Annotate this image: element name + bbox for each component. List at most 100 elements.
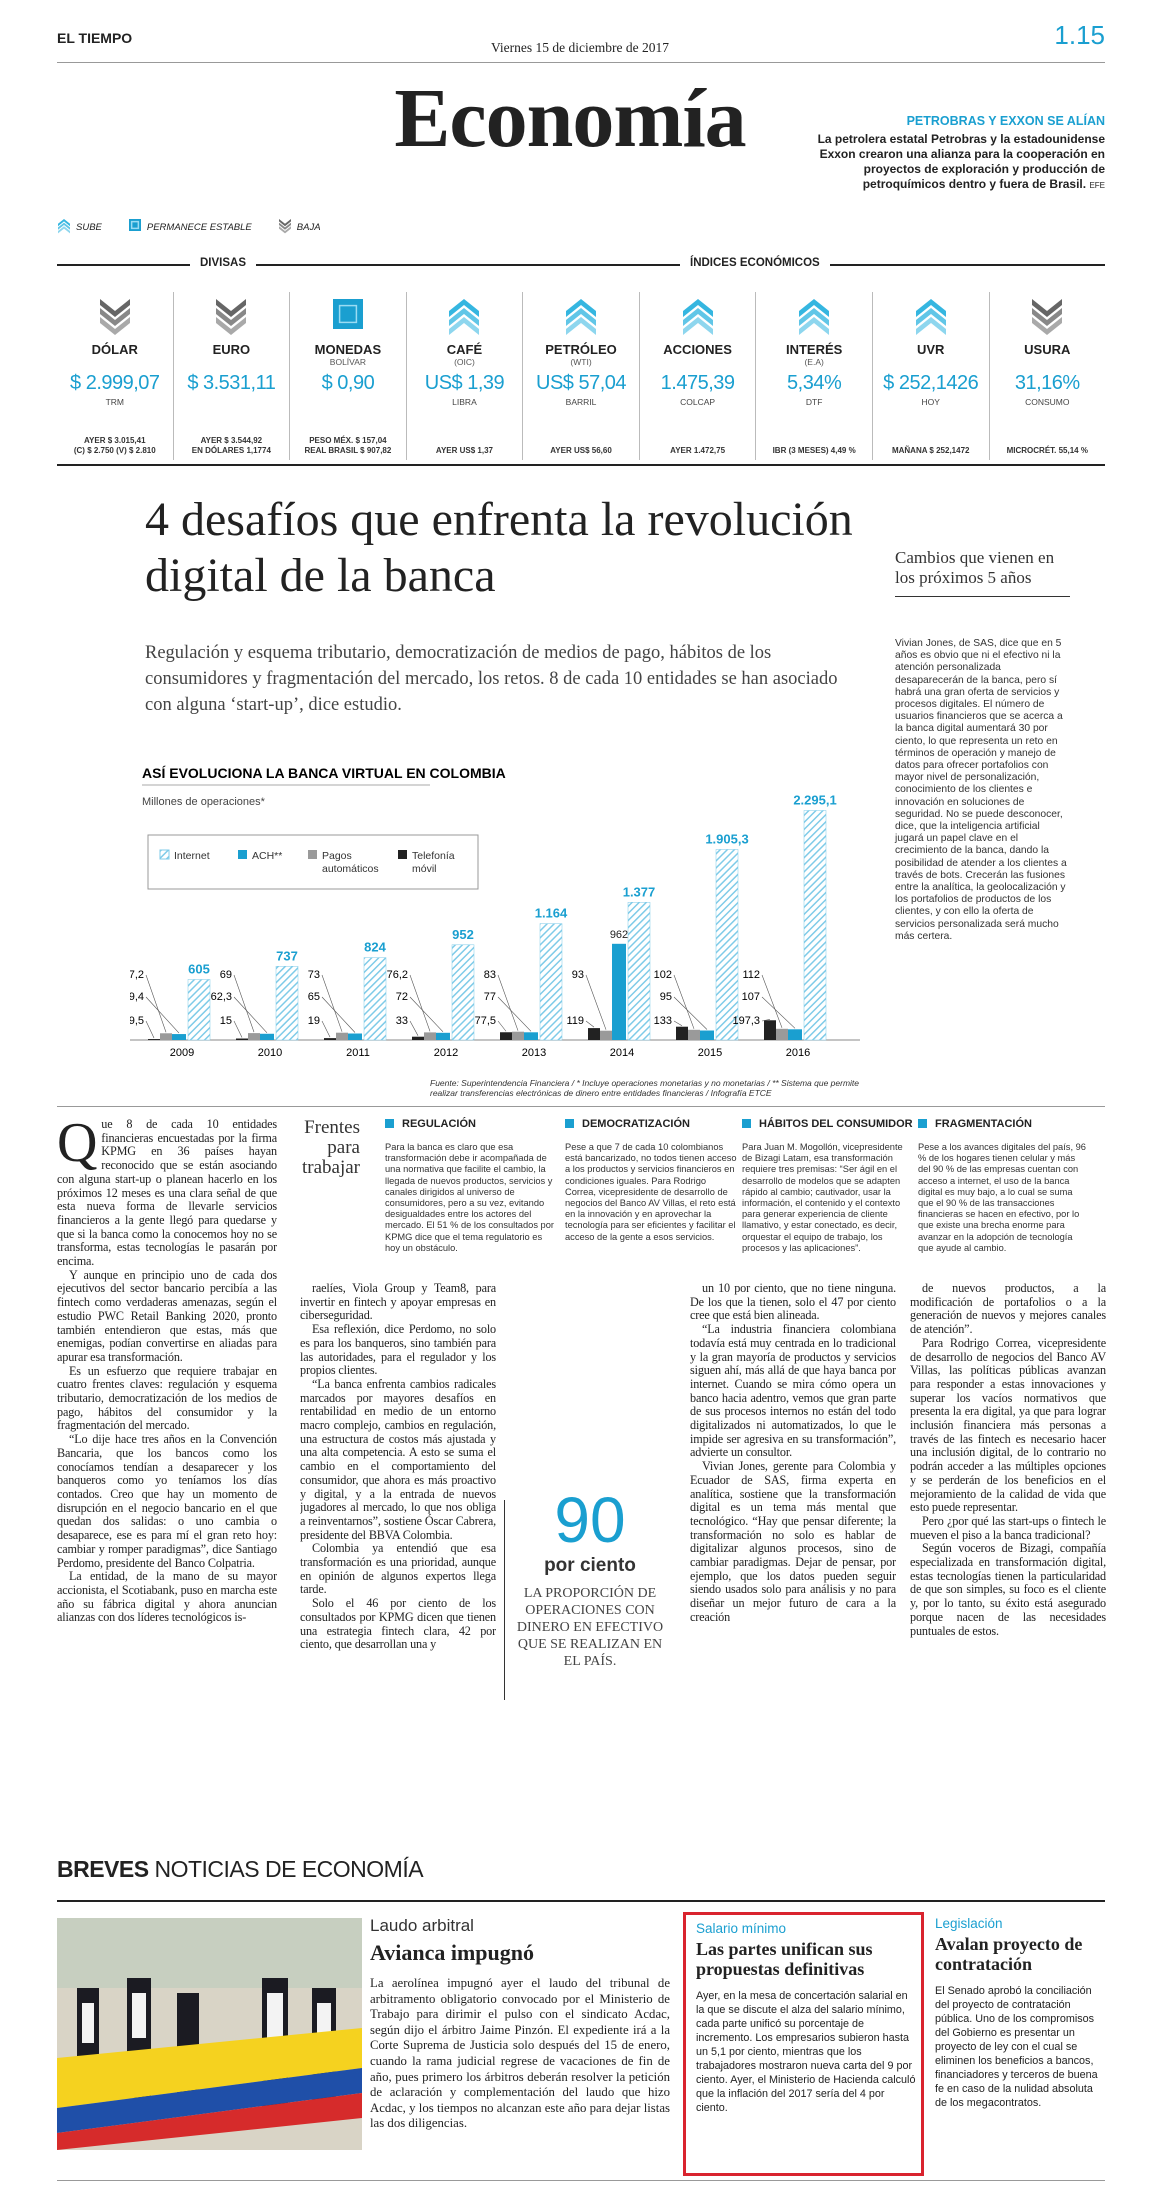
indicator-name: USURA — [1024, 342, 1071, 357]
legend-item: SUBE — [57, 218, 102, 236]
indicator-name: PETRÓLEO — [545, 342, 617, 357]
value-label: 65 — [308, 991, 320, 1003]
bar — [764, 1020, 776, 1040]
legend-label: ACH** — [252, 850, 282, 862]
legend-word: móvil — [412, 863, 437, 875]
legend-swatch — [159, 849, 170, 860]
indicator: PETRÓLEO (WTI) US$ 57,04 BARRIL AYER US$ 56,… — [522, 292, 639, 460]
front: FRAGMENTACIÓN Pese a los avances digitale… — [918, 1118, 1090, 1254]
indicator: INTERÉS (E.A) 5,34% DTF IBR (3 MESES) 4,49 % — [755, 292, 872, 460]
leader-line — [585, 1020, 595, 1028]
bar — [451, 944, 475, 1041]
legend-word: Telefonía — [412, 850, 455, 862]
icon-down — [99, 299, 130, 317]
indicator: MONEDAS BOLÍVAR $ 0,90 PESO MÉX. $ 157,04 RE… — [289, 292, 406, 460]
photo-trees — [57, 1918, 362, 1988]
breves-rule — [57, 1900, 1105, 1902]
front-heading: HÁBITOS DEL CONSUMIDOR — [742, 1118, 914, 1130]
x-tick-label: 2009 — [170, 1047, 194, 1059]
brief-text: La aerolínea impugnó ayer el laudo del t… — [370, 1976, 670, 2131]
icon-down — [99, 308, 130, 326]
legend-box — [147, 834, 479, 890]
icon-up — [58, 226, 70, 234]
value-label: 197,3 — [732, 1015, 760, 1027]
icon-down — [278, 219, 291, 227]
indicator-rule — [57, 264, 1105, 266]
indicator-details: AYER US$ 56,60 — [523, 446, 639, 456]
value-label: 62,3 — [211, 991, 232, 1003]
icon-up — [682, 299, 713, 317]
indicator: USURA 31,16% CONSUMO MICROCRÉT. 55,14 % — [988, 292, 1106, 460]
bar — [539, 923, 563, 1041]
icon-up — [915, 308, 946, 326]
pull-quote: 90 por ciento LA PROPORCIÓN DE OPERACION… — [510, 1485, 670, 1670]
leader-line — [761, 996, 796, 1029]
indicator-value: $ 0,90 — [321, 372, 375, 394]
body-column: un 10 por ciento, que no tiene ninguna. … — [690, 1282, 896, 1836]
paragraph: Solo el 46 por ciento de los consultados… — [300, 1596, 496, 1652]
paragraph: Para Rodrigo Correa, vicepresidente de d… — [910, 1335, 1106, 1515]
indicator-value: 5,34% — [787, 372, 842, 394]
brief-kicker: Legislación — [935, 1916, 1003, 1931]
indicator-icon — [332, 299, 363, 329]
indicator-icon — [915, 299, 946, 335]
value-label: 107 — [742, 991, 760, 1003]
indicator-details: MAÑANA $ 252,1472 — [873, 446, 989, 456]
bar — [715, 849, 739, 1041]
indicator-name: EURO — [212, 342, 251, 357]
leader-line — [673, 1020, 683, 1026]
legend-label: Internet — [174, 850, 210, 862]
front: DEMOCRATIZACIÓN Pese a que 7 de cada 10 c… — [565, 1118, 737, 1243]
value-label: 1.377 — [623, 884, 656, 899]
icon-up — [449, 308, 480, 326]
leader-line — [145, 996, 180, 1034]
pull-caption: LA PROPORCIÓN DE OPERACIONES CON DINERO … — [516, 1586, 664, 1669]
leader-line — [673, 996, 708, 1030]
icon-stable-inner — [130, 220, 139, 230]
indicator-detail: REAL BRASIL $ 907,82 — [304, 446, 392, 455]
shirt — [82, 2003, 94, 2043]
x-tick-label: 2012 — [434, 1047, 458, 1059]
value-label: 737 — [276, 948, 298, 963]
icon-up — [799, 317, 830, 335]
indicator-details: IBR (3 MESES) 4,49 % — [756, 446, 872, 456]
indicator: DÓLAR $ 2.999,07 TRM AYER $ 3.015,41 (C) $ 2… — [57, 292, 173, 460]
icon-up — [682, 317, 713, 335]
icon-down — [278, 226, 291, 234]
indicator-note-space — [640, 357, 756, 368]
body-column: de nuevos productos, a la modificación d… — [910, 1282, 1106, 1836]
headline: 4 desafíos que enfrenta la revolución di… — [145, 493, 853, 602]
legend-label: Telefonía móvil — [412, 850, 455, 875]
icon-down — [216, 317, 247, 335]
indicator-value: $ 3.531,11 — [187, 372, 276, 394]
breves-title: NOTICIAS DE ECONOMÍA — [154, 1856, 424, 1882]
page-number: 1.15 — [1054, 20, 1105, 50]
indicator-unit: DTF — [805, 397, 823, 407]
shirt — [267, 1993, 283, 2043]
indicator-note: BOLÍVAR — [329, 357, 367, 367]
front: REGULACIÓN Para la banca es claro que esa… — [385, 1118, 557, 1254]
indicator-note-space — [873, 357, 989, 368]
value-label: 102 — [654, 969, 672, 981]
pull-number: 90 — [554, 1484, 626, 1556]
icon-up — [58, 219, 70, 227]
icon-down — [1032, 308, 1063, 326]
leader-line — [497, 974, 519, 1031]
brief-headline: Avalan proyecto de contratación — [935, 1934, 1083, 1974]
icon-down — [216, 299, 247, 317]
indicator-note-space — [990, 357, 1106, 368]
x-tick-label: 2016 — [786, 1047, 810, 1059]
indicator-details: AYER $ 3.015,41 (C) $ 2.750 (V) $ 2.810 — [57, 436, 173, 456]
photo — [57, 1918, 362, 2150]
paragraph: Es un esfuerzo que requiere trabajar en … — [57, 1363, 277, 1433]
leader-line — [409, 1020, 419, 1036]
chart-title: ASÍ EVOLUCIONA LA BANCA VIRTUAL EN COLOM… — [142, 765, 506, 781]
icon-down — [216, 308, 247, 326]
indicator-detail: AYER $ 3.544,92 — [200, 436, 263, 445]
leader-line — [409, 974, 431, 1032]
icon-down — [1032, 299, 1063, 317]
indicator-value: 1.475,39 — [660, 372, 735, 394]
indicator-details: AYER $ 3.544,92 EN DÓLARES 1,1774 — [174, 436, 290, 456]
